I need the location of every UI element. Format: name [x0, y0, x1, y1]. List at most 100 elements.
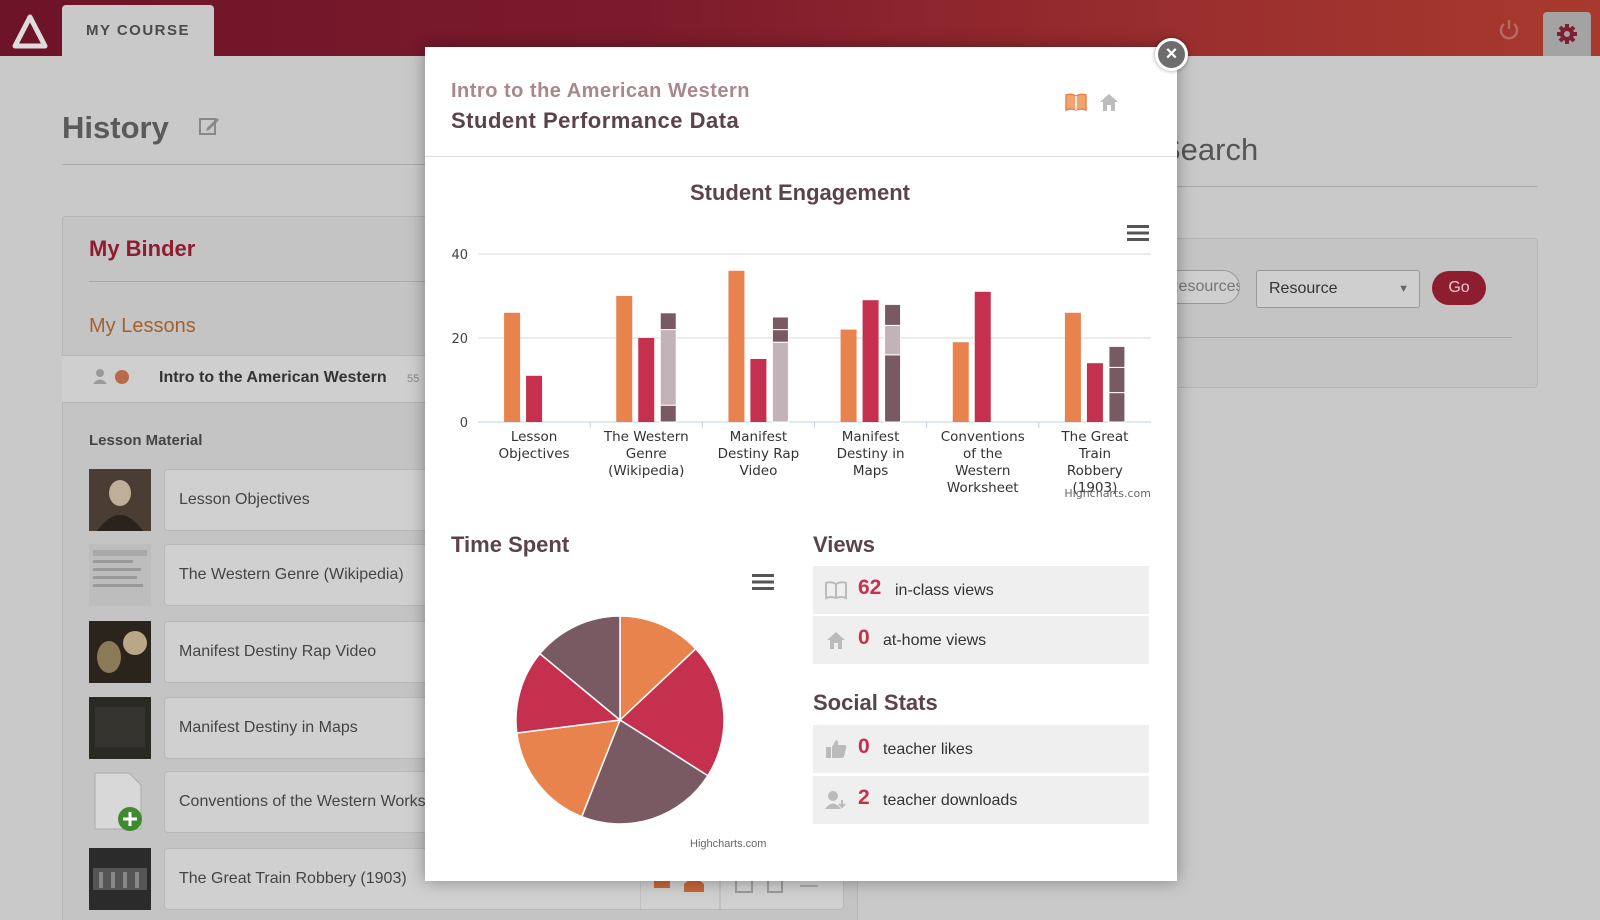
bar: [862, 300, 879, 422]
in-class-views-label: in-class views: [895, 582, 994, 599]
tab-my-course[interactable]: MY COURSE: [62, 5, 214, 56]
at-home-views-label: at-home views: [883, 632, 987, 649]
book-icon[interactable]: [1065, 92, 1087, 112]
x-tick-label: Destiny Rap: [718, 446, 800, 462]
modal-divider: [425, 156, 1177, 157]
x-tick-label: Worksheet: [947, 480, 1019, 496]
teacher-likes-label: teacher likes: [883, 741, 973, 758]
bar: [974, 291, 991, 422]
bar-segment: [1108, 345, 1126, 368]
bar: [638, 338, 655, 422]
title-divider: [62, 164, 482, 165]
x-tick-label: Video: [740, 463, 778, 479]
in-class-views-row: 62 in-class views: [813, 566, 1149, 614]
bar: [616, 296, 633, 422]
chart-title: Student Engagement: [690, 180, 911, 205]
chart-credit: Highcharts.com: [1064, 487, 1151, 500]
x-tick-label: The Western: [603, 429, 689, 445]
pie-menu-icon[interactable]: [752, 573, 774, 591]
teacher-likes-count: 0: [858, 735, 870, 758]
x-tick-label: Manifest: [730, 429, 788, 445]
webpage-thumbnail[interactable]: [89, 544, 151, 606]
resource-type-select[interactable]: Resource ▼: [1256, 270, 1420, 308]
bar-segment: [884, 354, 902, 423]
search-panel-divider: [1160, 337, 1512, 338]
map-thumbnail[interactable]: [89, 697, 151, 759]
x-tick-label: Destiny in: [837, 446, 905, 462]
chevron-down-icon: ▼: [1398, 283, 1409, 295]
views-title: Views: [813, 532, 875, 557]
portrait-thumbnail[interactable]: [89, 469, 151, 531]
bar-segment: [884, 303, 902, 326]
pie-slice: [580, 718, 709, 825]
lessons-title: My Lessons: [89, 315, 196, 337]
bar: [952, 342, 969, 422]
teacher-downloads-row: 2 teacher downloads: [813, 776, 1149, 824]
material-item[interactable]: Manifest Destiny Rap Video: [164, 621, 464, 683]
bar: [526, 375, 543, 422]
bar: [1064, 312, 1081, 422]
bar-segment: [771, 329, 789, 343]
material-item[interactable]: Lesson Objectives: [164, 469, 464, 531]
x-tick-label: Western: [955, 463, 1010, 479]
home-icon[interactable]: [1098, 92, 1120, 112]
x-tick-label: Maps: [853, 463, 889, 479]
bar-segment: [1108, 392, 1126, 423]
material-item[interactable]: The Western Genre (Wikipedia): [164, 544, 464, 606]
settings-button[interactable]: [1543, 12, 1591, 56]
top-bar: [0, 0, 1600, 56]
bar-segment: [1108, 366, 1126, 394]
x-tick-label: Robbery: [1067, 463, 1123, 479]
x-tick-label: (1903): [1072, 480, 1117, 496]
close-modal-button[interactable]: ×: [1155, 38, 1188, 71]
x-tick-label: Lesson: [511, 429, 557, 445]
video-thumbnail[interactable]: [89, 621, 151, 683]
chart-menu-icon[interactable]: [1127, 224, 1149, 242]
app-logo-icon[interactable]: [12, 14, 48, 50]
x-tick-label: The Great: [1060, 429, 1128, 445]
time-spent-title: Time Spent: [451, 532, 570, 557]
page-title: History: [62, 110, 169, 145]
lesson-count: 55: [407, 373, 420, 385]
bar: [728, 270, 745, 422]
teacher-likes-row: 0 teacher likes: [813, 725, 1149, 773]
time-spent-pie-chart: [515, 615, 725, 825]
search-divider: [1160, 186, 1538, 187]
lesson-name[interactable]: Intro to the American Western: [159, 369, 387, 386]
material-item[interactable]: Conventions of the Western Worksheet: [164, 771, 464, 833]
bar-segment: [884, 324, 902, 356]
binder-title: My Binder: [89, 236, 196, 261]
search-panel: [1160, 238, 1538, 388]
pie-slice: [515, 652, 622, 734]
book-icon: [825, 581, 847, 600]
x-tick-label: of the: [963, 446, 1002, 462]
edit-icon[interactable]: [198, 115, 220, 137]
bar-segment: [659, 404, 677, 423]
close-icon: ×: [1165, 43, 1178, 65]
bar: [1086, 363, 1103, 422]
pie-slice: [515, 719, 622, 818]
film-thumbnail[interactable]: [89, 848, 151, 910]
binder-divider: [89, 281, 429, 282]
in-class-views-count: 62: [858, 576, 882, 599]
go-button[interactable]: Go: [1432, 271, 1486, 305]
bar: [840, 329, 857, 422]
x-tick-label: Manifest: [842, 429, 900, 445]
add-document-icon[interactable]: [89, 771, 151, 833]
bar-segment: [771, 316, 789, 331]
x-tick-label: Train: [1078, 446, 1111, 462]
power-icon[interactable]: [1497, 18, 1521, 42]
modal-course-title: Intro to the American Western: [451, 80, 750, 102]
at-home-views-count: 0: [858, 626, 870, 649]
pie-credit: Highcharts.com: [690, 838, 767, 850]
pie-slice: [618, 647, 725, 777]
material-item[interactable]: Manifest Destiny in Maps: [164, 697, 464, 759]
user-download-icon: [825, 791, 846, 809]
bar-segment: [659, 312, 677, 331]
modal-heading: Student Performance Data: [451, 108, 740, 133]
material-title: Lesson Material: [89, 432, 203, 449]
pie-slice: [619, 615, 697, 722]
thumbs-up-icon: [826, 740, 847, 758]
bar-segment: [659, 329, 677, 406]
teacher-downloads-label: teacher downloads: [883, 792, 1018, 809]
